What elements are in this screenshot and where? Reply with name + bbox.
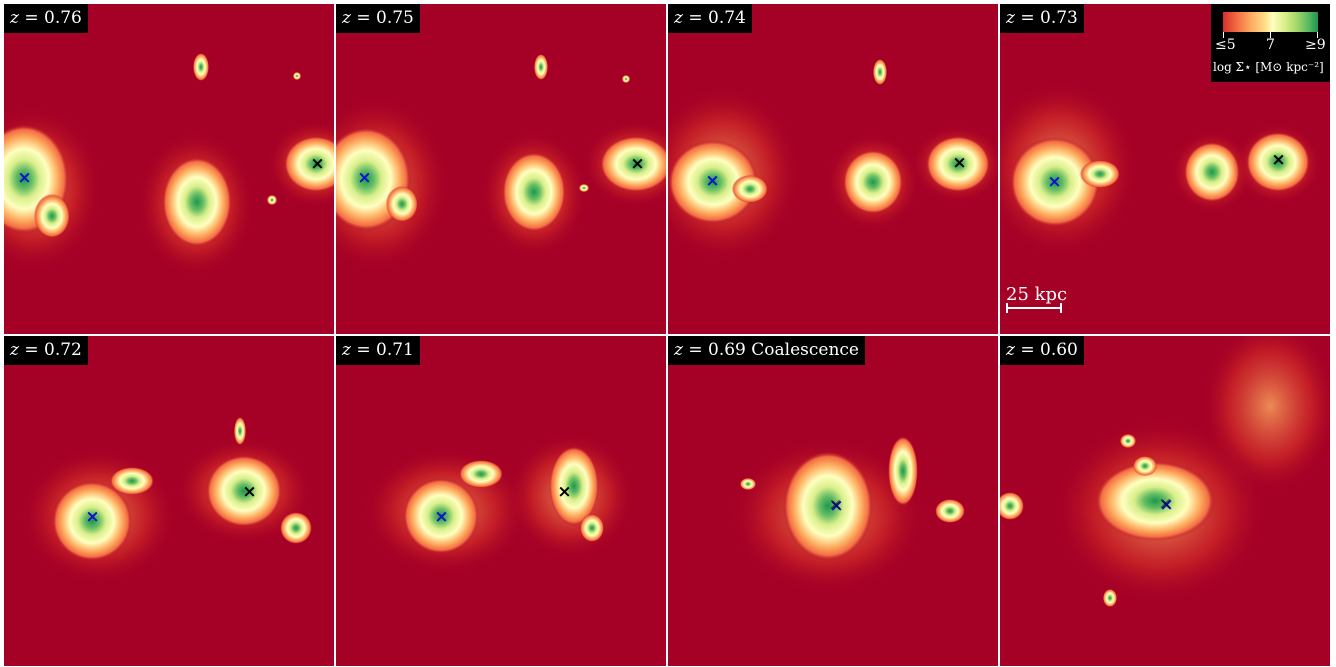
redshift-label: z = 0.71 xyxy=(336,336,420,365)
blue-cross-marker: × xyxy=(829,496,844,516)
redshift-label: z = 0.73 xyxy=(1000,4,1084,33)
black-cross-marker: × xyxy=(828,495,843,515)
density-map xyxy=(336,54,666,274)
blue-cross-marker: × xyxy=(1047,172,1062,192)
black-cross-marker: × xyxy=(630,154,645,174)
colorbar-tick xyxy=(1223,32,1224,38)
blue-cross-marker: × xyxy=(85,507,100,527)
panel-z-069: z = 0.69 Coalescence × × xyxy=(668,336,998,666)
colorbar-tick xyxy=(1317,32,1318,38)
colorbar-title: log Σ⋆ [M⊙ kpc⁻²] xyxy=(1213,60,1324,74)
density-map xyxy=(361,431,636,576)
density-map xyxy=(1000,336,1330,607)
scale-bar-label: 25 kpc xyxy=(1006,284,1068,305)
density-map xyxy=(4,53,334,279)
panel-grid: z = 0.76 × × xyxy=(4,4,1332,666)
scale-bar-line xyxy=(1006,307,1062,309)
panel-z-073: z = 0.73 × × ≤5 7 ≥9 log Σ⋆ [M⊙ kpc⁻²] 2… xyxy=(1000,4,1330,334)
panel-z-071: z = 0.71 × × xyxy=(336,336,666,666)
density-map xyxy=(1000,79,1323,259)
redshift-label: z = 0.69 Coalescence xyxy=(668,336,865,365)
redshift-label: z = 0.76 xyxy=(4,4,88,33)
scale-bar: 25 kpc xyxy=(1006,285,1067,315)
black-cross-marker: × xyxy=(1158,494,1173,514)
panel-z-072: z = 0.72 × × xyxy=(4,336,334,666)
redshift-label: z = 0.72 xyxy=(4,336,88,365)
panel-z-076: z = 0.76 × × xyxy=(4,4,334,334)
redshift-label: z = 0.74 xyxy=(668,4,752,33)
colorbar-gradient xyxy=(1223,12,1318,32)
black-cross-marker: × xyxy=(310,154,325,174)
colorbar: ≤5 7 ≥9 log Σ⋆ [M⊙ kpc⁻²] xyxy=(1211,4,1330,82)
redshift-label: z = 0.75 xyxy=(336,4,420,33)
panel-z-075: z = 0.75 × × xyxy=(336,4,666,334)
blue-cross-marker: × xyxy=(434,507,449,527)
density-map xyxy=(19,417,314,586)
blue-cross-marker: × xyxy=(1159,495,1174,515)
density-map xyxy=(668,59,998,264)
blue-cross-marker: × xyxy=(705,171,720,191)
black-cross-marker: × xyxy=(952,153,967,173)
colorbar-max-label: ≥9 xyxy=(1305,37,1326,53)
colorbar-min-label: ≤5 xyxy=(1215,37,1236,53)
density-map xyxy=(728,436,965,596)
colorbar-mid-label: 7 xyxy=(1266,37,1275,53)
blue-cross-marker: × xyxy=(17,168,32,188)
panel-z-060: z = 0.60 × × xyxy=(1000,336,1330,666)
black-cross-marker: × xyxy=(242,482,257,502)
panel-z-074: z = 0.74 × × xyxy=(668,4,998,334)
scale-bar-cap xyxy=(1006,303,1008,313)
redshift-label: z = 0.60 xyxy=(1000,336,1084,365)
scale-bar-cap xyxy=(1060,303,1062,313)
colorbar-tick xyxy=(1270,32,1271,38)
black-cross-marker: × xyxy=(557,482,572,502)
black-cross-marker: × xyxy=(1271,150,1286,170)
blue-cross-marker: × xyxy=(357,168,372,188)
